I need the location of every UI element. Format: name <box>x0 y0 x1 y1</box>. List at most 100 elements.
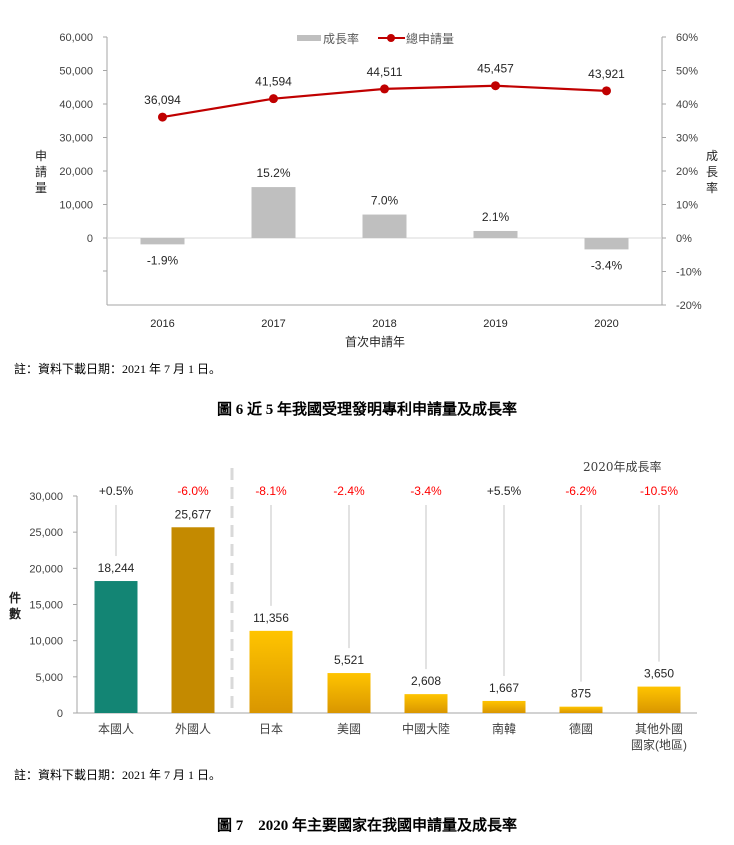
fig6-xtick: 2019 <box>483 318 507 330</box>
fig6-total-label: 36,094 <box>144 93 181 107</box>
fig6-xtick: 2018 <box>372 318 396 330</box>
fig7-growth-label: -10.5% <box>640 484 678 498</box>
fig6-total-marker <box>269 94 278 104</box>
fig6-ytick-left: 0 <box>87 233 93 245</box>
fig6-ytick-left: 30,000 <box>59 133 93 145</box>
fig7-category-label: 日本 <box>259 722 283 736</box>
fig7-growth-label: +0.5% <box>99 484 134 498</box>
legend-line-label: 總申請量 <box>406 32 455 46</box>
fig6-growth-bar <box>362 214 407 238</box>
fig7-value-label: 1,667 <box>489 681 519 695</box>
fig6-growth-bar <box>251 187 296 238</box>
fig7-category-label: 中國大陸 <box>402 721 450 736</box>
fig6-total-marker <box>380 84 389 94</box>
fig6-total-marker <box>158 112 167 122</box>
fig7-bar <box>559 706 603 713</box>
fig7-ylabel-0: 件 <box>8 591 21 605</box>
fig6-right-axis-title: 成 長 率 <box>705 148 719 196</box>
fig6-total-label: 44,511 <box>367 65 403 79</box>
fig6-xtick: 2017 <box>261 318 285 330</box>
fig6-total-marker <box>491 81 500 91</box>
fig6-caption: 圖 6 近 5 年我國受理發明專利申請量及成長率 <box>216 402 517 418</box>
fig6-growth-label: 15.2% <box>256 166 290 180</box>
fig7-growth-label: -8.1% <box>255 484 287 498</box>
fig7-note: 註：資料下載日期：2021 年 7 月 1 日。 <box>14 768 222 782</box>
fig6-growth-bar <box>473 230 518 238</box>
fig7-ylabel-1: 數 <box>8 607 21 621</box>
fig6-ytick-right: -10% <box>676 267 702 279</box>
fig6-total-marker <box>602 86 611 96</box>
fig6-ytick-right: 30% <box>676 133 698 145</box>
fig6-xtick: 2020 <box>594 318 618 330</box>
fig6-ytick-right: 60% <box>676 32 698 44</box>
legend-bar-swatch <box>297 35 321 41</box>
fig7-growth-label: -3.4% <box>410 484 442 498</box>
fig7-bar <box>637 686 681 713</box>
fig7-bar <box>94 581 138 713</box>
fig7-growth-label: -6.0% <box>177 484 209 498</box>
fig7-bar <box>327 673 371 713</box>
fig6-ylabel-right-2: 率 <box>705 181 718 195</box>
fig6-total-label: 43,921 <box>588 67 625 81</box>
fig7-caption: 圖 7 2020 年主要國家在我國申請量及成長率 <box>216 818 517 834</box>
fig7-bar <box>249 630 293 713</box>
fig6-ytick-left: 20,000 <box>59 166 93 178</box>
fig7-value-label: 11,356 <box>253 611 289 625</box>
fig6-ylabel-left-1: 請 <box>34 165 47 179</box>
fig7-chart: 30,000 25,000 20,000 15,000 10,000 5,000 0 +0.5… <box>29 468 697 752</box>
fig7-category-label: 德國 <box>569 721 593 736</box>
fig6-ytick-right: 20% <box>676 166 698 178</box>
fig7-growth-label: -2.4% <box>333 484 365 498</box>
fig6-xtick: 2016 <box>150 318 174 330</box>
fig7-y-axis-title: 件 數 <box>8 590 22 622</box>
legend-line-marker-icon <box>387 34 395 42</box>
fig7-value-label: 25,677 <box>175 507 212 521</box>
fig6-ytick-right: -20% <box>676 300 702 312</box>
fig6-ytick-left: 60,000 <box>59 32 93 44</box>
fig6-growth-label: 7.0% <box>371 194 399 208</box>
fig6-ytick-right: 0% <box>676 233 692 245</box>
fig6-ytick-right: 50% <box>676 66 698 78</box>
fig7-growth-label: -6.2% <box>565 484 597 498</box>
fig7-category-label: 本國人 <box>98 722 134 736</box>
fig6-ylabel-right-1: 長 <box>705 165 718 179</box>
fig6-ytick-left: 10,000 <box>59 200 93 212</box>
fig7-value-label: 18,244 <box>98 561 135 575</box>
fig7-category-label: 南韓 <box>492 721 516 736</box>
fig7-growth-label: +5.5% <box>487 484 522 498</box>
fig7-bar <box>171 527 215 713</box>
fig7-category-label: 國家(地區) <box>631 737 687 752</box>
fig7-value-label: 5,521 <box>334 653 364 667</box>
fig6-ytick-right: 40% <box>676 99 698 111</box>
fig7-category-label: 外國人 <box>175 722 211 736</box>
fig6-ylabel-right-0: 成 <box>705 149 718 163</box>
fig6-left-axis-title: 申 請 量 <box>34 148 48 196</box>
fig6-total-label: 45,457 <box>477 62 514 76</box>
fig6-xlabel: 首次申請年 <box>345 335 406 349</box>
fig7-ytick: 10,000 <box>29 636 63 648</box>
fig7-category-label: 美國 <box>337 722 361 736</box>
fig6-growth-label: -3.4% <box>591 258 623 272</box>
fig6-chart: 60,000 50,000 40,000 30,000 20,000 10,000 0 60%… <box>59 32 702 330</box>
fig6-growth-bar <box>584 238 629 250</box>
fig6-total-label: 41,594 <box>255 75 292 89</box>
fig7-ytick: 15,000 <box>29 600 63 612</box>
fig7-value-label: 875 <box>571 687 591 701</box>
fig6-ylabel-left-0: 申 <box>34 149 47 163</box>
fig7-value-label: 2,608 <box>411 674 441 688</box>
fig7-ytick: 0 <box>57 708 63 720</box>
fig7-value-label: 3,650 <box>644 667 674 681</box>
fig7-bar <box>404 694 448 713</box>
fig6-note: 註：資料下載日期：2021 年 7 月 1 日。 <box>14 362 222 376</box>
fig7-ytick: 5,000 <box>35 672 63 684</box>
fig6-ylabel-left-2: 量 <box>34 181 47 195</box>
fig6-ytick-right: 10% <box>676 200 698 212</box>
fig7-ytick: 25,000 <box>29 527 63 539</box>
fig6-ytick-left: 40,000 <box>59 99 93 111</box>
fig7-ytick: 30,000 <box>29 491 63 503</box>
fig6-growth-label: -1.9% <box>147 253 179 267</box>
legend-bar-label: 成長率 <box>323 32 360 46</box>
fig7-bar <box>482 700 526 713</box>
fig6-growth-label: 2.1% <box>482 210 510 224</box>
fig7-growth-header: 2020年成長率 <box>583 460 662 474</box>
